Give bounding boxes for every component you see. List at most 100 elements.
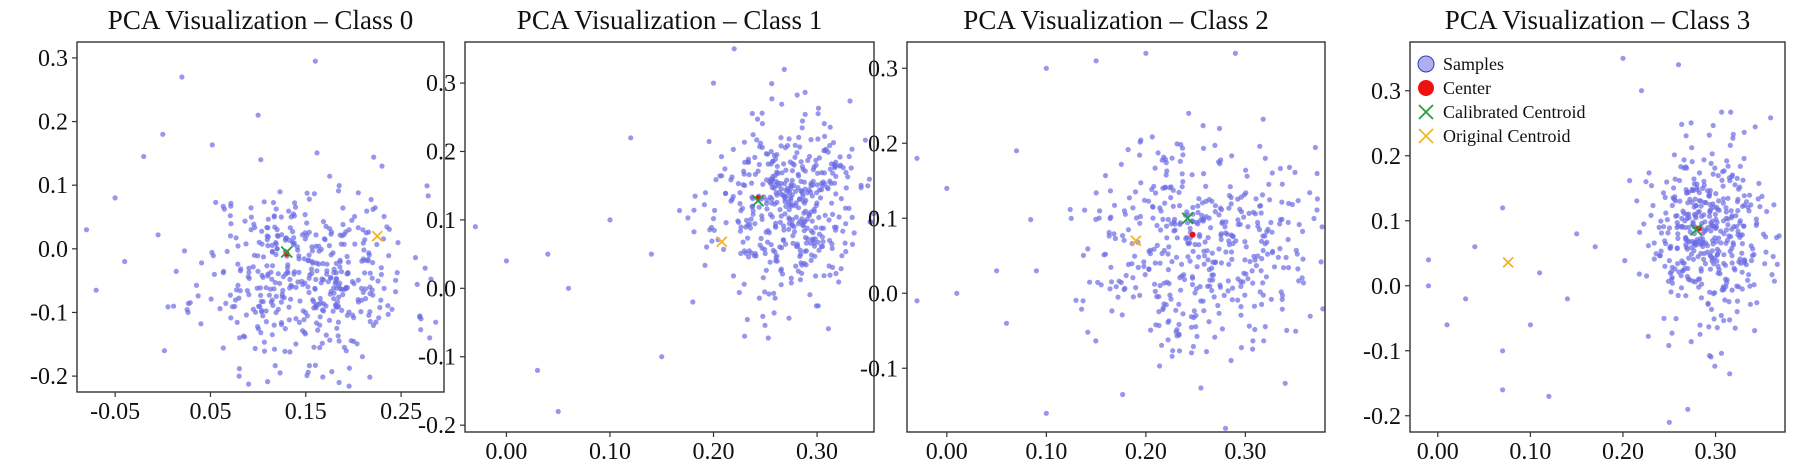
original-centroid-marker <box>1130 235 1142 247</box>
sample-point <box>802 234 809 241</box>
sample-point <box>796 134 802 140</box>
sample-point <box>1120 233 1126 239</box>
sample-point <box>1732 325 1738 331</box>
sample-point <box>749 110 755 117</box>
sample-point <box>1207 283 1213 289</box>
sample-point <box>1172 216 1178 222</box>
sample-point <box>433 319 439 325</box>
sample-point <box>816 247 822 253</box>
sample-point <box>1148 327 1154 333</box>
legend-label: Samples <box>1443 54 1504 74</box>
sample-point <box>386 253 392 259</box>
sample-point <box>758 235 764 242</box>
sample-point <box>234 319 240 325</box>
sample-point <box>1707 191 1713 197</box>
sample-point <box>702 262 708 268</box>
sample-point <box>1176 331 1182 337</box>
sample-point <box>1235 221 1241 228</box>
sample-point <box>319 307 326 313</box>
sample-point <box>343 229 349 235</box>
sample-point <box>1178 287 1184 293</box>
sample-point <box>1153 190 1159 196</box>
sample-point <box>1712 235 1718 241</box>
sample-point <box>326 317 333 323</box>
sample-point <box>1719 109 1725 115</box>
sample-point <box>1739 286 1745 292</box>
sample-point <box>1737 256 1743 262</box>
sample-point <box>1730 131 1736 137</box>
sample-point <box>1238 304 1244 310</box>
sample-point <box>1748 243 1754 249</box>
sample-point <box>1203 349 1210 355</box>
sample-point <box>822 212 828 218</box>
sample-point <box>746 248 752 254</box>
sample-point <box>815 170 821 176</box>
sample-point <box>1179 171 1185 177</box>
sample-point <box>378 271 384 278</box>
sample-point <box>1201 261 1207 267</box>
sample-point <box>745 235 751 241</box>
sample-point <box>256 303 262 309</box>
sample-point <box>1267 197 1273 203</box>
sample-point <box>808 257 814 263</box>
sample-point <box>1749 253 1755 259</box>
sample-point <box>1752 328 1758 334</box>
sample-point <box>1678 273 1684 279</box>
sample-point <box>1732 267 1738 273</box>
sample-point <box>1167 292 1173 298</box>
sample-point <box>1125 147 1131 153</box>
sample-point <box>269 263 276 269</box>
sample-point <box>1174 327 1180 333</box>
sample-point <box>1669 276 1675 282</box>
sample-point <box>1709 255 1715 261</box>
sample-point <box>764 206 770 212</box>
sample-point <box>1708 306 1715 312</box>
sample-point <box>217 306 223 312</box>
sample-point <box>287 225 293 231</box>
sample-point <box>362 270 368 276</box>
sample-point <box>737 228 744 234</box>
sample-point <box>768 242 774 248</box>
x-tick-label: 0.10 <box>589 439 631 465</box>
sample-point <box>1763 234 1769 240</box>
sample-point <box>1691 248 1697 254</box>
original-centroid-marker <box>371 230 383 242</box>
sample-point <box>1312 144 1318 151</box>
sample-point <box>1243 167 1249 173</box>
sample-point <box>1190 204 1196 211</box>
sample-point <box>1142 272 1148 278</box>
sample-point <box>1698 295 1704 301</box>
original-centroid-marker-stroke-b <box>371 230 383 242</box>
sample-point <box>1675 62 1682 68</box>
sample-point <box>756 204 762 210</box>
sample-point <box>1221 292 1227 298</box>
sample-point <box>1425 257 1432 263</box>
sample-point <box>299 328 306 334</box>
sample-point <box>1259 256 1265 262</box>
sample-point <box>272 279 278 286</box>
sample-point <box>257 285 263 291</box>
sample-point <box>793 214 799 220</box>
y-tick-label: 0.2 <box>1371 144 1401 170</box>
sample-point <box>260 254 267 260</box>
sample-point <box>250 306 256 312</box>
sample-point <box>1097 208 1103 214</box>
sample-point <box>1157 260 1163 266</box>
sample-point <box>1727 178 1733 184</box>
sample-point <box>378 297 384 303</box>
sample-point <box>1726 299 1732 305</box>
sample-point <box>1669 202 1675 209</box>
sample-point <box>1202 253 1208 259</box>
sample-point <box>779 170 785 176</box>
sample-point <box>777 244 783 250</box>
calibrated-centroid-marker-stroke-b <box>1181 212 1194 225</box>
sample-point <box>1262 233 1268 239</box>
sample-point <box>843 169 849 176</box>
sample-point <box>1163 223 1170 229</box>
sample-point <box>271 213 277 219</box>
sample-point <box>331 290 337 296</box>
sample-point <box>328 231 334 237</box>
sample-point <box>344 253 350 260</box>
sample-point <box>1225 288 1231 294</box>
sample-point <box>1165 251 1171 257</box>
